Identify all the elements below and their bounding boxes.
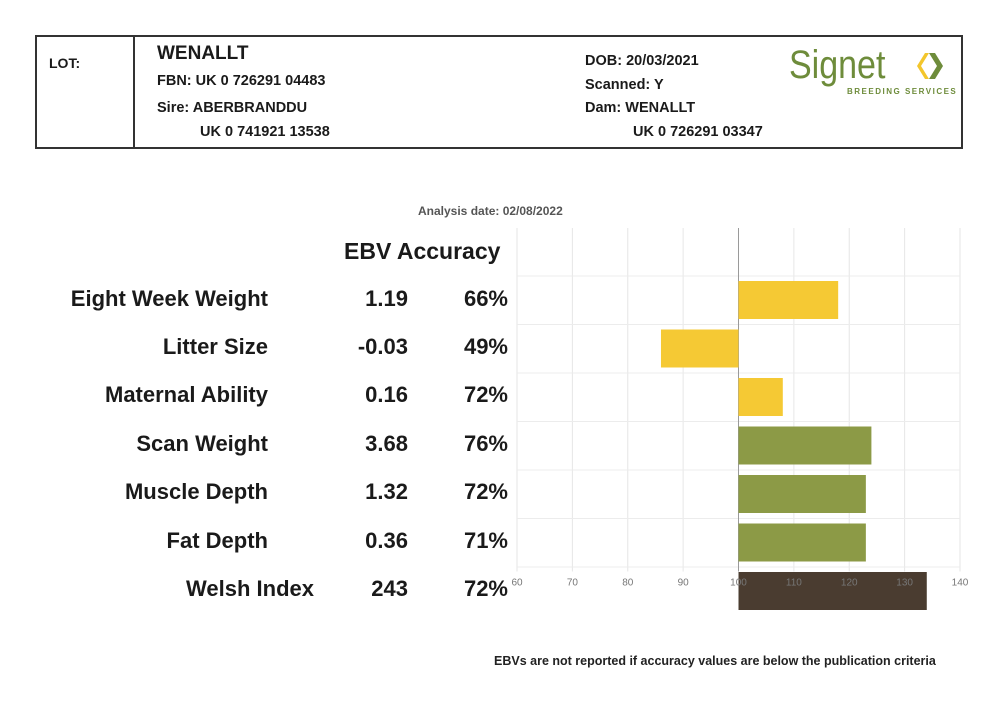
x-tick-label: 130	[896, 578, 913, 589]
date-of-birth: DOB: 20/03/2021	[585, 53, 699, 69]
bar	[660, 329, 739, 368]
accuracy-value: 71%	[463, 528, 508, 553]
bar	[738, 426, 872, 465]
ebv-value: -0.03	[357, 334, 408, 359]
column-heading: EBV Accuracy	[344, 238, 501, 264]
ebv-bar-chart: 60 70 80 90 100 110 120 130 140	[511, 228, 969, 610]
trait-label: Maternal Ability	[105, 382, 268, 407]
lot-label: LOT:	[49, 55, 81, 71]
ebv-value: 0.36	[365, 528, 408, 553]
accuracy-value: 66%	[463, 286, 508, 311]
dam-id: UK 0 726291 03347	[633, 124, 763, 140]
bar	[738, 378, 783, 416]
accuracy-value: 72%	[463, 479, 508, 504]
ebv-value: 0.16	[365, 382, 408, 407]
footnote: EBVs are not reported if accuracy values…	[494, 654, 936, 668]
x-tick-label: 120	[841, 578, 858, 589]
bar	[738, 572, 927, 610]
trait-label: Fat Depth	[166, 528, 268, 553]
logo-wordmark: Signet	[789, 43, 886, 87]
fbn-number: FBN: UK 0 726291 04483	[157, 73, 326, 89]
trait-label: Scan Weight	[136, 431, 268, 456]
ebv-value: 1.32	[365, 479, 408, 504]
lot-header-box: LOT: WENALLT FBN: UK 0 726291 04483 Sire…	[35, 35, 963, 149]
x-tick-label: 110	[786, 578, 802, 589]
trait-label: Litter Size	[162, 334, 268, 359]
bar	[738, 523, 866, 562]
logo-arrows-icon	[917, 53, 943, 79]
sire-id: UK 0 741921 13538	[200, 124, 330, 140]
scanned-status: Scanned: Y	[585, 77, 664, 93]
x-tick-label: 100	[730, 578, 747, 589]
x-tick-label: 70	[567, 578, 579, 589]
accuracy-value: 72%	[463, 382, 508, 407]
logo-subtitle: BREEDING SERVICES	[847, 87, 958, 96]
accuracy-value: 49%	[463, 334, 508, 359]
trait-label: Eight Week Weight	[70, 286, 268, 311]
bar	[738, 281, 839, 319]
ebv-value: 3.68	[365, 431, 408, 456]
signet-logo: Signet BREEDING SERVICES	[789, 43, 956, 103]
accuracy-value: 72%	[463, 576, 508, 601]
sire-name: Sire: ABERBRANDDU	[157, 100, 308, 116]
dam-name: Dam: WENALLT	[585, 100, 696, 116]
ebv-value: 243	[371, 576, 408, 601]
x-tick-label: 60	[511, 578, 523, 589]
accuracy-value: 76%	[463, 431, 508, 456]
trait-label: Muscle Depth	[124, 479, 268, 504]
analysis-date: Analysis date: 02/08/2022	[418, 204, 563, 218]
bar	[738, 475, 866, 513]
ebv-value: 1.19	[365, 286, 408, 311]
animal-name: WENALLT	[157, 43, 249, 64]
x-tick-label: 90	[678, 578, 690, 589]
header-divider	[133, 37, 135, 147]
x-tick-label: 80	[622, 578, 634, 589]
trait-label: Welsh Index	[186, 576, 314, 601]
x-tick-label: 140	[952, 578, 969, 589]
